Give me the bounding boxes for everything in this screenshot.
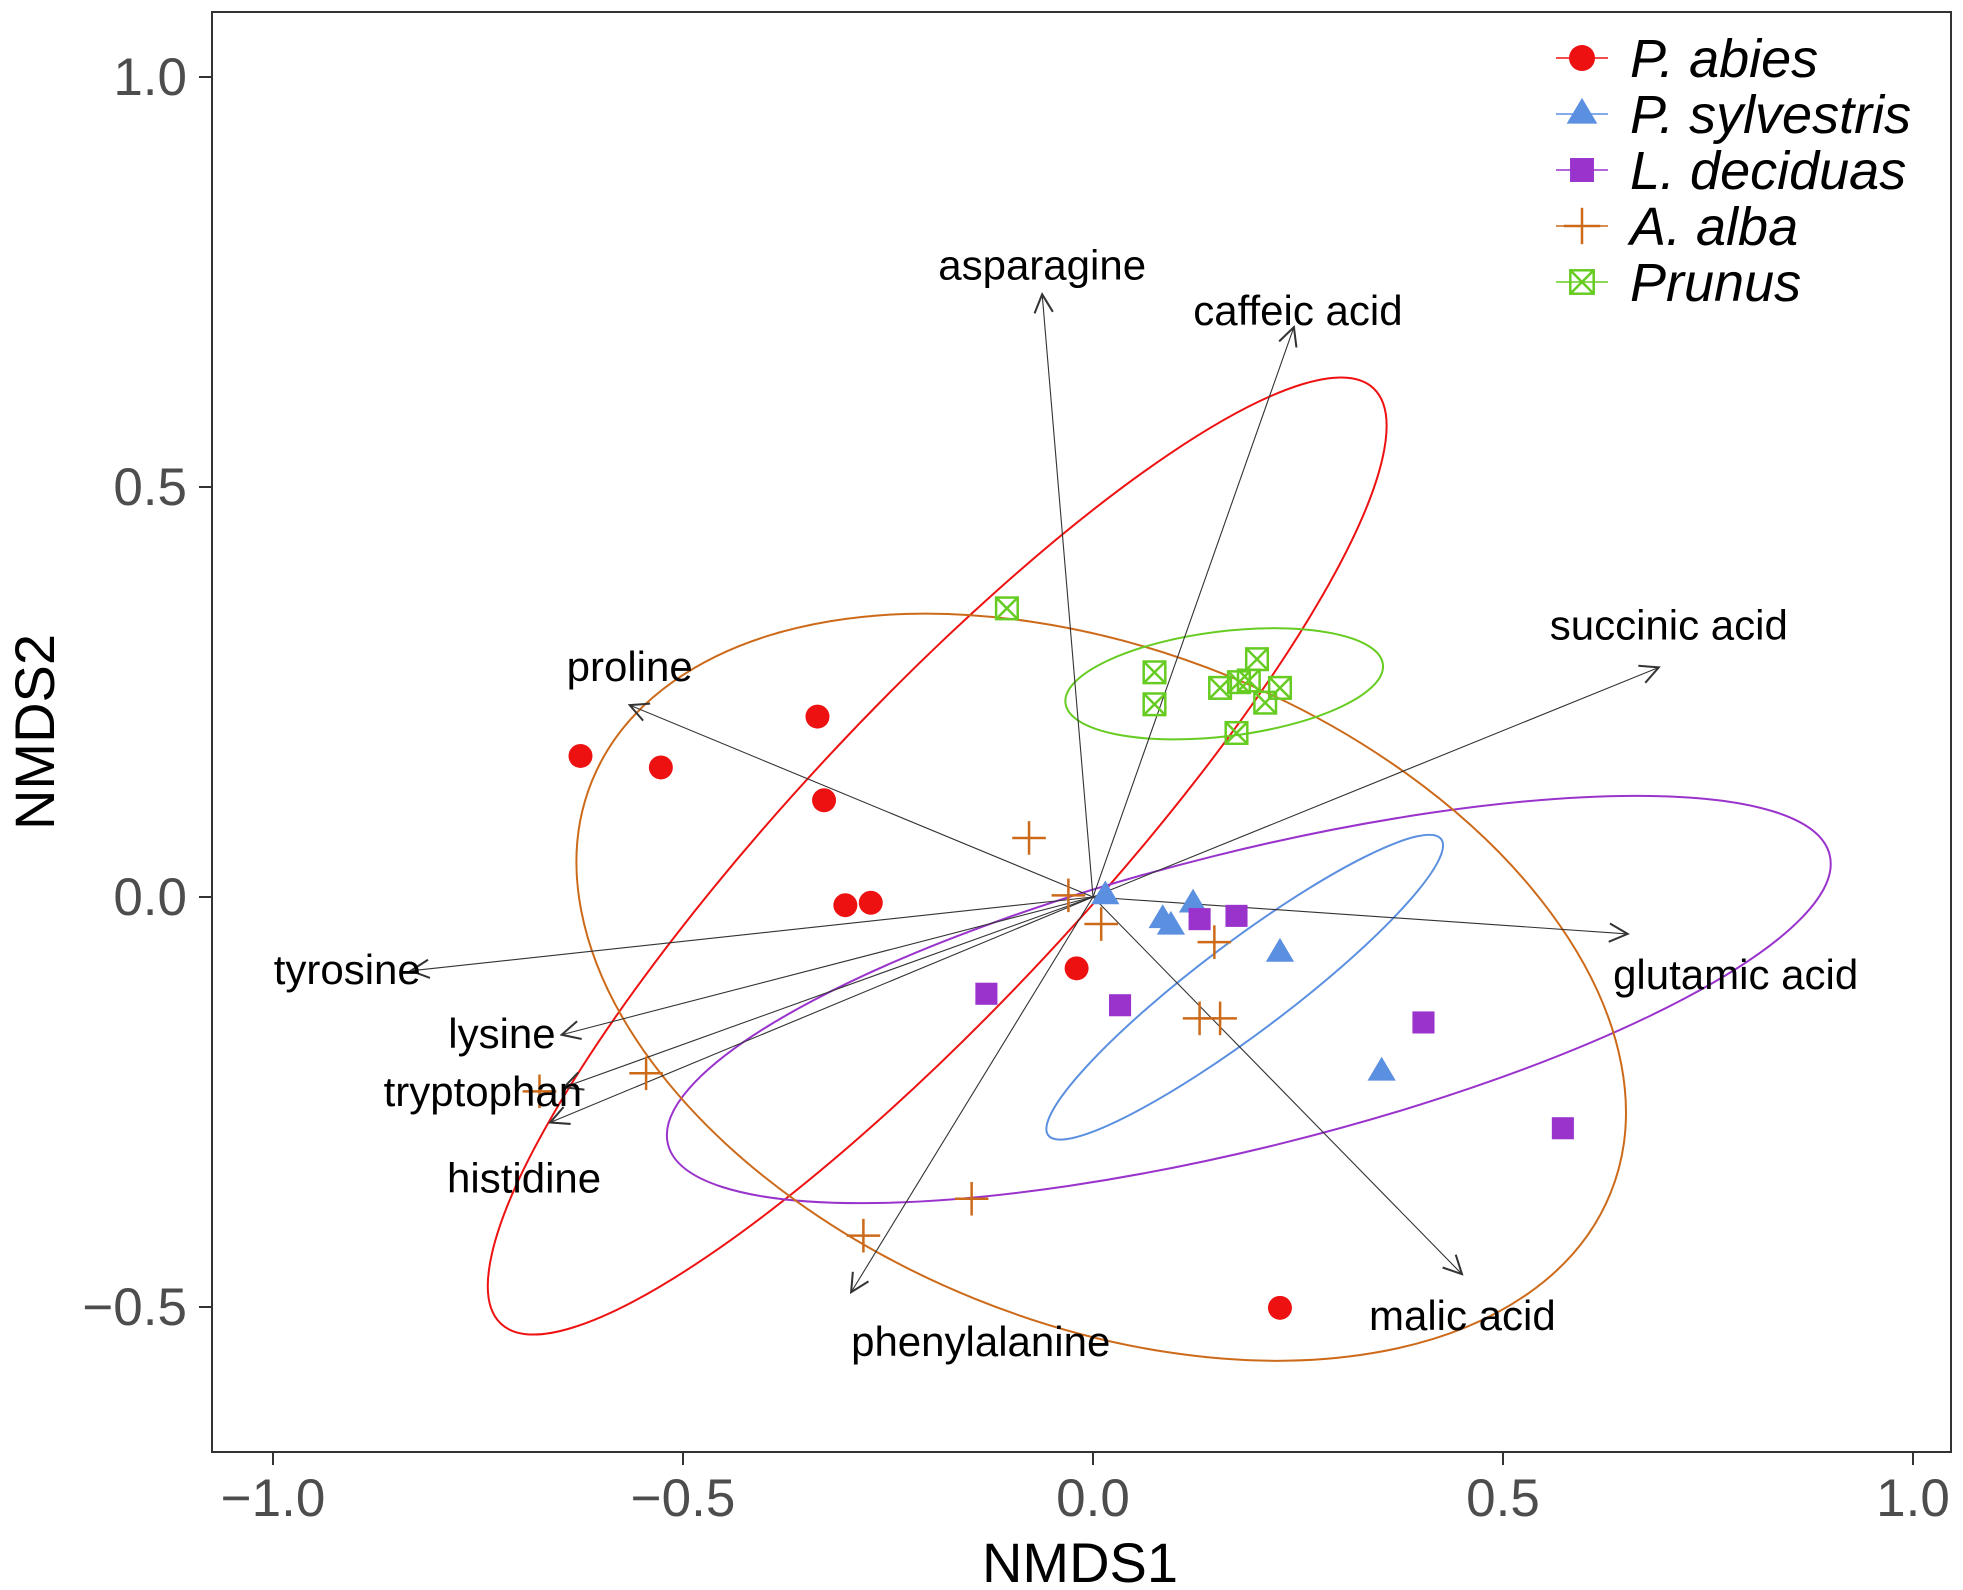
legend-label: Prunus [1630, 253, 1801, 313]
environmental-vectors [411, 294, 1659, 1292]
legend-label: P. sylvestris [1630, 85, 1911, 145]
point-p-sylvestris [1091, 880, 1120, 905]
vector-arrow-lysine [562, 896, 1094, 1035]
vector-label-succinic-acid: succinic acid [1550, 601, 1788, 648]
y-axis-ticks: −0.5 0.0 0.5 1.0 [82, 48, 212, 1337]
point-l-deciduas [1188, 908, 1211, 931]
vector-labels: asparagine caffeic acid succinic acid proli… [274, 241, 1858, 1365]
vector-arrow-proline [630, 705, 1094, 898]
legend-item-p-abies: P. abies [1556, 29, 1818, 89]
y-tick-label: 0.0 [113, 868, 187, 927]
point-p-abies [812, 788, 837, 813]
point-p-abies [858, 890, 883, 915]
legend-marker-prunus [1569, 269, 1595, 295]
point-prunus [1267, 675, 1293, 700]
vector-arrow-glutamic-acid [1092, 896, 1628, 934]
vector-arrow-tyrosine [411, 896, 1094, 971]
legend-marker-l-deciduas [1570, 158, 1594, 182]
point-prunus [1142, 660, 1167, 685]
point-l-deciduas [1225, 904, 1248, 927]
point-l-deciduas [1551, 1117, 1574, 1140]
vector-label-malic-acid: malic acid [1369, 1292, 1556, 1339]
legend-marker-p-sylvestris [1566, 97, 1598, 124]
x-axis-ticks: −1.0 −0.5 0.0 0.5 1.0 [221, 1452, 1950, 1528]
x-tick-label: −0.5 [631, 1469, 736, 1528]
legend-item-p-sylvestris: P. sylvestris [1556, 85, 1911, 145]
ellipse-p-sylvestris [1045, 833, 1445, 1141]
vector-label-glutamic-acid: glutamic acid [1613, 951, 1858, 998]
legend-item-a-alba: A. alba [1556, 197, 1798, 257]
ellipse-p-abies [486, 376, 1388, 1336]
point-prunus [1244, 647, 1270, 672]
vector-arrow-succinic-acid [1092, 667, 1659, 898]
point-p-abies [1064, 956, 1089, 981]
legend-label: L. deciduas [1630, 141, 1906, 201]
ellipse-l-deciduas [665, 794, 1832, 1205]
point-l-deciduas [1109, 994, 1132, 1017]
point-p-abies [568, 743, 593, 768]
point-p-sylvestris [1156, 910, 1186, 935]
point-a-alba [954, 1181, 989, 1216]
x-tick-label: 0.5 [1466, 1469, 1540, 1528]
x-tick-label: 0.0 [1056, 1469, 1130, 1528]
y-tick-label: 0.5 [113, 458, 187, 517]
vector-label-tyrosine: tyrosine [274, 946, 421, 993]
point-p-sylvestris [1265, 937, 1295, 962]
vector-label-asparagine: asparagine [938, 241, 1146, 288]
vector-arrow-malic-acid [1092, 896, 1462, 1274]
vector-arrow-asparagine [1042, 294, 1094, 898]
y-tick-label: −0.5 [82, 1278, 187, 1337]
x-tick-label: 1.0 [1876, 1469, 1950, 1528]
vector-label-tryptophan: tryptophan [384, 1068, 582, 1115]
confidence-ellipses [486, 376, 1832, 1362]
vector-label-caffeic-acid: caffeic acid [1193, 287, 1402, 334]
ellipse-prunus [1064, 627, 1385, 741]
vector-arrow-phenylalanine [851, 896, 1094, 1292]
plot-panel-border [211, 11, 1952, 1453]
point-prunus [1253, 690, 1278, 715]
point-a-alba [629, 1056, 663, 1091]
vector-label-lysine: lysine [448, 1010, 555, 1057]
point-l-deciduas [1412, 1011, 1435, 1034]
point-prunus [1224, 720, 1249, 746]
point-a-alba [1012, 821, 1046, 855]
point-p-abies [805, 704, 830, 729]
point-l-deciduas [975, 982, 998, 1005]
point-a-alba [1084, 907, 1118, 941]
point-p-abies [648, 755, 673, 780]
legend-label: P. abies [1630, 29, 1818, 89]
point-prunus [994, 596, 1019, 621]
x-tick-label: −1.0 [221, 1469, 326, 1528]
y-axis-title: NMDS2 [3, 634, 66, 830]
y-tick-label: 1.0 [113, 48, 187, 107]
point-p-abies [1267, 1295, 1292, 1320]
point-a-alba [1203, 1001, 1237, 1036]
vector-label-proline: proline [567, 643, 693, 690]
vector-label-histidine: histidine [447, 1155, 601, 1202]
legend-marker-a-alba [1563, 207, 1601, 245]
point-prunus [1142, 692, 1167, 717]
vector-label-phenylalanine: phenylalanine [851, 1318, 1110, 1365]
vector-arrow-histidine [550, 896, 1094, 1123]
point-a-alba [1197, 925, 1232, 959]
point-p-sylvestris [1178, 888, 1208, 913]
legend-item-l-deciduas: L. deciduas [1556, 141, 1906, 201]
legend-marker-p-abies [1569, 45, 1595, 71]
legend-label: A. alba [1627, 197, 1798, 257]
point-a-alba [846, 1218, 881, 1253]
point-p-abies [833, 893, 858, 918]
vector-arrow-caffeic-acid [1092, 327, 1294, 898]
point-p-sylvestris [1367, 1056, 1396, 1081]
point-a-alba [522, 1074, 557, 1109]
x-axis-title: NMDS1 [982, 1531, 1178, 1590]
legend-item-prunus: Prunus [1556, 253, 1801, 313]
point-a-alba [1051, 878, 1086, 913]
sample-points [522, 596, 1574, 1320]
vector-arrow-tryptophan [564, 896, 1094, 1087]
